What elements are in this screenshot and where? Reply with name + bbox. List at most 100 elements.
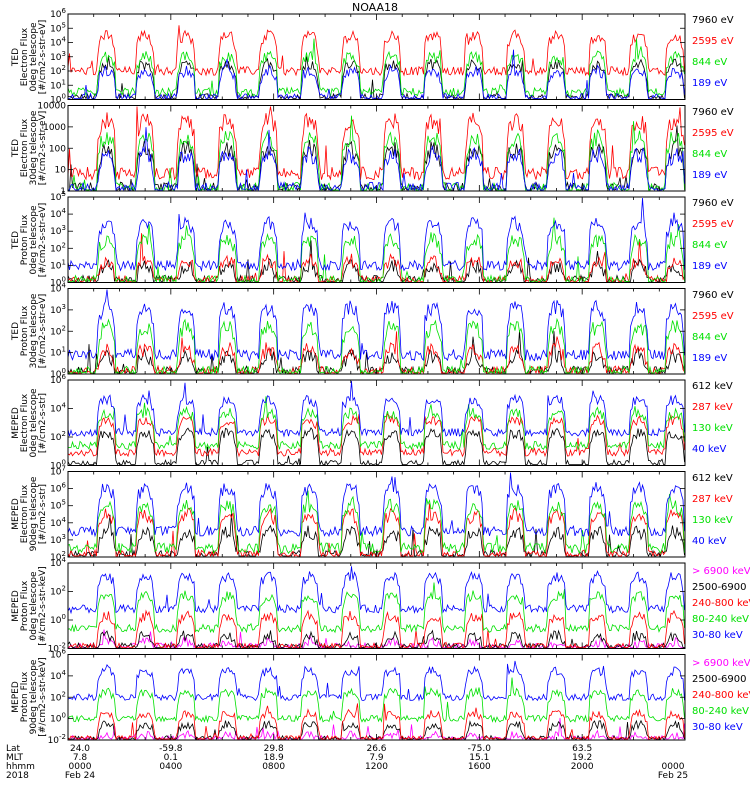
y-tick-label: 102 xyxy=(50,550,66,563)
panel-meped-p-90: 10-2 100 102 104 106 xyxy=(48,648,686,746)
orbit-hhmm-value: 0400 xyxy=(159,762,183,772)
y-tick-label: 102 xyxy=(50,241,66,254)
y-tick-label: 10-2 xyxy=(48,642,66,655)
series-ted-p-30-3 xyxy=(67,289,685,362)
orbit-lat-value: 29.8 xyxy=(263,744,284,754)
y-tick-label: 106 xyxy=(50,7,66,20)
y-tick-label: 106 xyxy=(50,373,66,386)
y-tick-label: 105 xyxy=(50,21,66,34)
y-tick-label: 106 xyxy=(50,648,66,661)
y-axis-label-line: [#/cm2-s-str-eV] xyxy=(38,111,48,186)
y-tick-label: 104 xyxy=(50,516,66,529)
y-tick-label: 102 xyxy=(50,690,66,703)
legend-entry: 7960 eV xyxy=(692,198,734,209)
y-tick-label: 101 xyxy=(50,258,66,271)
legend-entry: 240-800 keV xyxy=(692,598,750,609)
series-meped-p-0-3 xyxy=(67,582,685,634)
y-axis-label-ted-e-30: TED Electron Flux 30deg telescope [#/cm2-s-… xyxy=(11,106,48,192)
panel-ted-p-0: 100 101 102 103 104 105 xyxy=(50,190,686,289)
legend-entry: 2595 eV xyxy=(692,36,734,47)
legend-entry: 2595 eV xyxy=(692,310,734,322)
orbit-mlt-value: 7.8 xyxy=(72,753,88,763)
orbit-lat-value: 24.0 xyxy=(69,744,91,754)
y-tick-label: 101 xyxy=(50,346,66,359)
panel-meped-p-0: 10-2 100 102 104 xyxy=(48,556,686,655)
orbit-row-label: MLT xyxy=(6,753,24,763)
y-tick-label: 103 xyxy=(50,50,66,63)
y-tick-label: 102 xyxy=(50,324,66,337)
y-axis-label-meped-p-90: MEPED Proton Flux 90deg telescope [#/cm2-s-… xyxy=(11,655,48,741)
y-tick-label: 10000 xyxy=(37,102,66,112)
orbit-mlt-value: 15.1 xyxy=(469,753,490,763)
orbit-lat-value: -59.8 xyxy=(159,744,183,754)
y-axis-label-line: [#/cm2-s-str-keV] xyxy=(38,657,48,737)
y-tick-label: 100 xyxy=(50,712,66,725)
y-axis-label-ted-p-30: TED Proton Flux 30deg telescope [#/cm2-s-st… xyxy=(11,289,48,375)
series-meped-e-90-3 xyxy=(67,472,685,538)
legend-entry: 30-80 keV xyxy=(692,721,743,733)
y-axis-label-line: [#/cm2-s-str-eV] xyxy=(38,202,48,278)
legend-entry: 40 keV xyxy=(692,535,727,547)
orbit-hhmm-value: 1600 xyxy=(467,762,491,772)
legend-entry: 80-240 keV xyxy=(692,705,750,717)
y-axis-label-line: [#/cm2-s-str-keV] xyxy=(38,566,48,646)
orbit-hhmm-value: 0000 xyxy=(661,762,685,772)
y-tick-label: 104 xyxy=(50,669,66,682)
y-tick-label: 102 xyxy=(50,430,66,443)
y-tick-label: 103 xyxy=(50,303,66,316)
y-tick-label: 104 xyxy=(50,282,66,295)
y-tick-label: 104 xyxy=(50,402,66,415)
panel-frame xyxy=(67,13,686,100)
legend-entry: 844 eV xyxy=(692,57,728,68)
y-axis-label-meped-p-0: MEPED Proton Flux 0deg telescope [#/cm2-s-s… xyxy=(11,563,48,649)
legend-entry: 189 eV xyxy=(692,261,728,272)
legend-entry: 7960 eV xyxy=(692,106,734,118)
y-tick-label: 100 xyxy=(49,144,66,154)
y-axis-label-meped-e-0: MEPED Electron Flux 0deg telescope [#/cm2-s… xyxy=(11,380,48,466)
legend-entry: 240-800 keV xyxy=(692,689,750,701)
y-axis-label-ted-p-0: TED Proton Flux 0deg telescope [#/cm2-s-str… xyxy=(11,197,48,283)
series-ted-e-0-2 xyxy=(67,38,685,98)
legend-entry: > 6900 keV xyxy=(692,566,750,577)
y-tick-label: 10 xyxy=(55,166,67,176)
panel-meped-e-90: 102 103 104 105 106 107 xyxy=(50,465,686,563)
orbit-lat-value: 63.5 xyxy=(572,744,593,754)
orbit-hhmm-value: 0000 xyxy=(68,762,92,772)
orbit-mlt-value: 7.9 xyxy=(369,753,384,763)
orbit-mlt-value: 0.1 xyxy=(163,753,178,763)
y-axis-label-line: [#/cm2-s-str] xyxy=(38,484,48,545)
panel-meped-e-0: 100 102 104 106 xyxy=(50,373,686,472)
orbit-lat-value: -75.0 xyxy=(467,744,491,754)
orbit-hhmm-value: 0800 xyxy=(262,762,286,772)
orbit-mlt-value: 18.9 xyxy=(263,753,284,763)
legend-entry: 40 keV xyxy=(692,444,727,455)
series-ted-p-0-3 xyxy=(67,197,685,272)
legend-entry: 287 keV xyxy=(692,402,733,413)
legend-entry: 612 keV xyxy=(692,381,733,392)
orbit-lat-value: 26.6 xyxy=(366,744,387,754)
series-ted-p-30-2 xyxy=(68,317,685,375)
series-meped-e-0-3 xyxy=(67,380,685,438)
legend-entry: 189 eV xyxy=(692,169,728,181)
legend-entry: 844 eV xyxy=(692,240,728,251)
orbit-row-label: hhmm xyxy=(6,762,35,772)
series-meped-p-90-3 xyxy=(67,677,685,724)
panel-frame xyxy=(67,471,686,558)
orbit-hhmm-value: 2000 xyxy=(570,762,594,772)
y-tick-label: 104 xyxy=(50,207,66,220)
y-tick-label: 102 xyxy=(50,585,66,598)
y-tick-label: 105 xyxy=(50,190,66,203)
series-ted-e-30-3 xyxy=(68,127,685,192)
y-axis-label-line: [#/cm2-s-str] xyxy=(38,392,48,453)
series-ted-e-0-3 xyxy=(68,49,685,100)
y-tick-label: 100 xyxy=(50,276,66,289)
y-tick-label: 107 xyxy=(50,465,66,478)
orbit-hhmm-value: 1200 xyxy=(365,762,388,772)
legend-entry: 287 keV xyxy=(692,493,733,505)
series-meped-e-0-2 xyxy=(67,396,685,451)
legend-entry: 80-240 keV xyxy=(692,614,750,625)
series-meped-p-0-4 xyxy=(67,566,685,615)
legend-entry: 844 eV xyxy=(692,148,728,160)
